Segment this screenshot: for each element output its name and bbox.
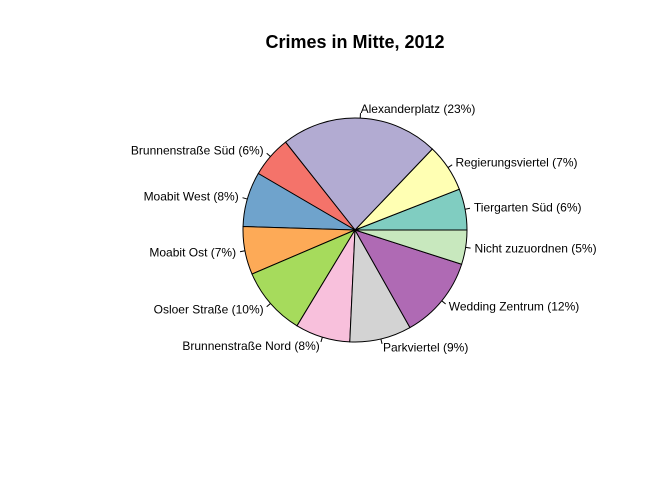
pie-label-1: Regierungsviertel (7%): [455, 156, 577, 170]
pie-label-8: Parkviertel (9%): [383, 341, 468, 355]
pie-label-3: Brunnenstraße Süd (6%): [131, 144, 264, 158]
pie-tick-3: [267, 153, 271, 156]
pie-tick-5: [240, 251, 245, 252]
pie-tick-7: [321, 337, 322, 342]
pie-label-2: Alexanderplatz (23%): [361, 102, 476, 116]
pie-slices: [243, 118, 467, 342]
pie-tick-9: [442, 301, 446, 304]
pie-label-6: Osloer Straße (10%): [154, 302, 264, 316]
pie-label-0: Tiergarten Süd (6%): [474, 201, 582, 215]
pie-label-9: Wedding Zentrum (12%): [449, 299, 580, 313]
pie-label-10: Nicht zuzuordnen (5%): [475, 242, 597, 256]
pie-label-5: Moabit Ost (7%): [149, 245, 236, 259]
pie-tick-0: [465, 208, 470, 209]
chart-title: Crimes in Mitte, 2012: [265, 32, 444, 52]
pie-tick-4: [243, 198, 248, 199]
pie-tick-1: [448, 165, 452, 168]
pie-label-4: Moabit West (8%): [144, 190, 239, 204]
pie-tick-10: [466, 247, 471, 248]
pie-tick-8: [381, 339, 382, 344]
pie-tick-6: [267, 303, 271, 306]
pie-label-7: Brunnenstraße Nord (8%): [182, 339, 319, 353]
